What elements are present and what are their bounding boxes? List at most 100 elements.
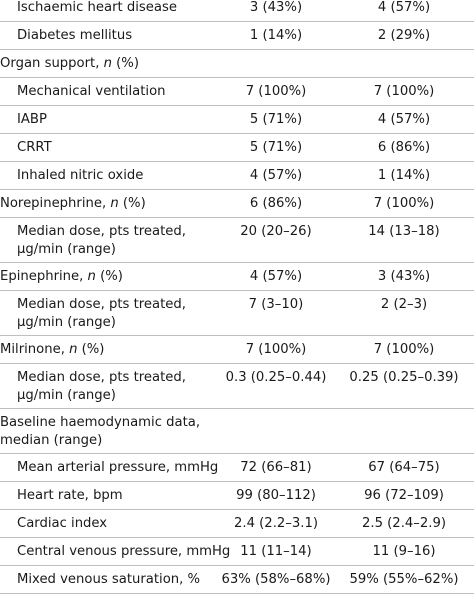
row-divider — [0, 133, 474, 134]
cell-value: 14 (13–18) — [368, 224, 440, 239]
row-divider — [0, 335, 474, 336]
row-label-text: Norepinephrine, n (%) — [0, 196, 146, 211]
table-row: Milrinone, n (%) 7 (100%) 7 (100%) — [0, 336, 474, 364]
row-label-text: Inhaled nitric oxide — [17, 168, 144, 183]
row-divider — [0, 453, 474, 454]
table-row: Median dose, pts treated, µg/min (range) 7… — [0, 291, 474, 336]
cell-value: 5 (71%) — [249, 112, 303, 127]
cell-value: 0.3 (0.25–0.44) — [225, 370, 327, 385]
row-label-text: Mechanical ventilation — [17, 84, 166, 99]
row-label-continuation: µg/min (range) — [17, 388, 116, 403]
row-label: Median dose, pts treated, µg/min (range) — [17, 369, 186, 405]
row-label-text: Organ support, n (%) — [0, 56, 139, 71]
row-label: Baseline haemodynamic data, median (range… — [0, 414, 200, 450]
cell-value: 4 (57%) — [377, 0, 431, 15]
cell-value: 4 (57%) — [249, 168, 303, 183]
row-label: IABP — [17, 111, 47, 129]
row-divider — [0, 77, 474, 78]
row-label-text: Cardiac index — [17, 516, 108, 531]
row-divider — [0, 49, 474, 50]
cell-value: 11 (11–14) — [240, 544, 312, 559]
cell-value: 7 (100%) — [245, 342, 307, 357]
table-row: Mean arterial pressure, mmHg 72 (66–81) 67… — [0, 454, 474, 482]
row-label: Milrinone, n (%) — [0, 341, 104, 359]
cell-value: 1 (14%) — [249, 28, 303, 43]
table-row: Mechanical ventilation 7 (100%) 7 (100%) — [0, 78, 474, 106]
row-divider — [0, 105, 474, 106]
row-label-text: Median dose, pts treated, — [17, 224, 186, 239]
cell-value: 6 (86%) — [377, 140, 431, 155]
row-label: Mixed venous saturation, % — [17, 571, 200, 589]
row-label-text: IABP — [17, 112, 47, 127]
row-label: Median dose, pts treated, µg/min (range) — [17, 296, 186, 332]
cell-value: 20 (20–26) — [240, 224, 312, 239]
cell-value: 99 (80–112) — [236, 488, 316, 503]
row-label: Norepinephrine, n (%) — [0, 195, 146, 213]
row-divider — [0, 262, 474, 263]
cell-value: 63% (58%–68%) — [221, 572, 331, 587]
row-label-text: Median dose, pts treated, — [17, 370, 186, 385]
row-label: Mean arterial pressure, mmHg — [17, 459, 218, 477]
table-row: Epinephrine, n (%) 4 (57%) 3 (43%) — [0, 263, 474, 291]
row-label: Ischaemic heart disease — [17, 0, 177, 17]
row-label-text: Heart rate, bpm — [17, 488, 123, 503]
cell-value: 7 (3–10) — [248, 297, 304, 312]
table-row: Baseline haemodynamic data, median (range… — [0, 409, 474, 454]
cell-value: 6 (86%) — [249, 196, 303, 211]
row-label-text: Central venous pressure, mmHg — [17, 544, 231, 559]
row-label-continuation: µg/min (range) — [17, 315, 116, 330]
cell-value: 3 (43%) — [249, 0, 303, 15]
cell-value: 5 (71%) — [249, 140, 303, 155]
table-row: Median dose, pts treated, µg/min (range) 2… — [0, 218, 474, 263]
row-divider — [0, 189, 474, 190]
row-divider — [0, 408, 474, 409]
cell-value: 4 (57%) — [249, 269, 303, 284]
cell-value: 7 (100%) — [373, 342, 435, 357]
cell-value: 2.4 (2.2–3.1) — [234, 516, 318, 531]
row-label-text: Epinephrine, n (%) — [0, 269, 123, 284]
row-label: Inhaled nitric oxide — [17, 167, 143, 185]
table-row: Diabetes mellitus 1 (14%) 2 (29%) — [0, 22, 474, 50]
row-label: Mechanical ventilation — [17, 83, 166, 101]
cell-value: 59% (55%–62%) — [349, 572, 459, 587]
row-label: Organ support, n (%) — [0, 55, 139, 73]
table-row: CRRT 5 (71%) 6 (86%) — [0, 134, 474, 162]
cell-value: 2 (29%) — [377, 28, 431, 43]
cell-value: 67 (64–75) — [368, 460, 440, 475]
cell-value: 0.25 (0.25–0.39) — [349, 370, 459, 385]
cell-value: 72 (66–81) — [240, 460, 312, 475]
row-label: Median dose, pts treated, µg/min (range) — [17, 223, 186, 259]
row-label-text: Mean arterial pressure, mmHg — [17, 460, 219, 475]
row-label-text: Ischaemic heart disease — [17, 0, 177, 15]
row-label: Epinephrine, n (%) — [0, 268, 123, 286]
table-row: Median dose, pts treated, µg/min (range) 0… — [0, 364, 474, 409]
row-label-text: Diabetes mellitus — [17, 28, 133, 43]
cell-value: 7 (100%) — [373, 196, 435, 211]
table-row: Cardiac index 2.4 (2.2–3.1) 2.5 (2.4–2.9) — [0, 510, 474, 538]
cell-value: 2.5 (2.4–2.9) — [362, 516, 446, 531]
table-row: Ischaemic heart disease 3 (43%) 4 (57%) — [0, 0, 474, 22]
cell-value: 96 (72–109) — [364, 488, 444, 503]
table-row: Central venous pressure, mmHg 11 (11–14) 1… — [0, 538, 474, 566]
table-row: IABP 5 (71%) 4 (57%) — [0, 106, 474, 134]
row-label: Heart rate, bpm — [17, 487, 123, 505]
cell-value: 11 (9–16) — [372, 544, 436, 559]
cell-value: 2 (2–3) — [380, 297, 428, 312]
row-divider — [0, 161, 474, 162]
row-divider — [0, 363, 474, 364]
row-label: Diabetes mellitus — [17, 27, 132, 45]
row-divider — [0, 290, 474, 291]
row-label: Cardiac index — [17, 515, 107, 533]
cell-value: 1 (14%) — [377, 168, 431, 183]
row-label-text: Median dose, pts treated, — [17, 297, 186, 312]
row-label-continuation: µg/min (range) — [17, 242, 116, 257]
row-label-text: CRRT — [17, 140, 52, 155]
row-label: CRRT — [17, 139, 52, 157]
row-divider — [0, 21, 474, 22]
row-label-text: Milrinone, n (%) — [0, 342, 105, 357]
table-row: Mixed venous saturation, % 63% (58%–68%) 5… — [0, 566, 474, 594]
table-row: Norepinephrine, n (%) 6 (86%) 7 (100%) — [0, 190, 474, 218]
table-row: Inhaled nitric oxide 4 (57%) 1 (14%) — [0, 162, 474, 190]
table-row: Heart rate, bpm 99 (80–112) 96 (72–109) — [0, 482, 474, 510]
cell-value: 7 (100%) — [373, 84, 435, 99]
